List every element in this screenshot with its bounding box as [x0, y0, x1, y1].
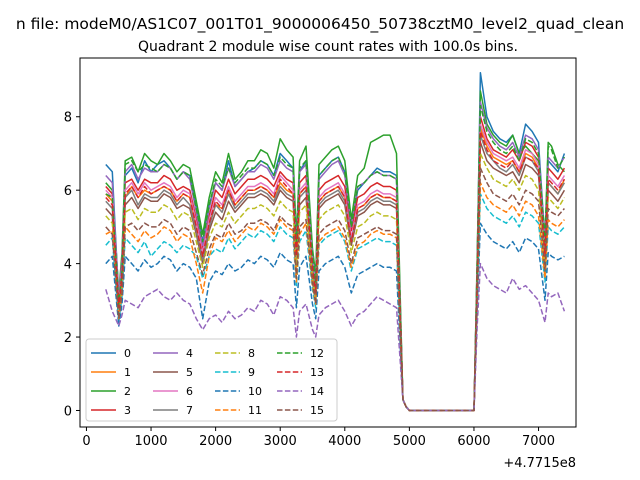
legend-label-13: 13 [310, 366, 324, 379]
x-tick-label: 1000 [134, 434, 167, 449]
series-line-6 [105, 123, 566, 412]
x-tick-label: 2000 [199, 434, 232, 449]
series-line-1 [105, 127, 566, 412]
legend-label-14: 14 [310, 385, 324, 398]
legend-label-10: 10 [248, 385, 262, 398]
series-line-15 [105, 167, 565, 412]
y-tick-label: 4 [64, 258, 72, 273]
x-tick-label: 6000 [457, 434, 490, 449]
axis-ticks: 0 1000 2000 3000 4000 5000 6000 7000 0 2 4 6 8 [64, 111, 555, 449]
legend-label-5: 5 [186, 366, 193, 379]
legend-label-11: 11 [248, 404, 262, 417]
legend-label-2: 2 [124, 385, 131, 398]
series-line-8 [105, 152, 566, 412]
series-line-14 [105, 262, 566, 412]
series-line-3 [105, 115, 566, 412]
x-tick-label: 3000 [264, 434, 297, 449]
x-tick-label: 4000 [328, 434, 361, 449]
series-line-10 [105, 222, 565, 412]
legend-label-12: 12 [310, 347, 324, 360]
y-tick-label: 8 [64, 111, 72, 126]
series-line-2 [105, 90, 565, 412]
y-tick-label: 0 [64, 404, 72, 419]
series-line-7 [105, 134, 566, 412]
x-tick-label: 5000 [393, 434, 426, 449]
figure-suptitle: n file: modeM0/AS1C07_001T01_9000006450_… [16, 15, 624, 34]
x-tick-label: 7000 [522, 434, 555, 449]
legend-box [85, 338, 338, 422]
x-offset-label: +4.7715e8 [503, 456, 576, 471]
legend-label-6: 6 [186, 385, 193, 398]
legend-label-9: 9 [248, 366, 255, 379]
series-line-12 [105, 104, 566, 412]
series-line-11 [105, 182, 565, 412]
legend-label-0: 0 [124, 347, 131, 360]
y-tick-label: 2 [64, 331, 72, 346]
legend-label-8: 8 [248, 347, 255, 360]
series-line-5 [105, 141, 566, 412]
legend-label-1: 1 [124, 366, 131, 379]
legend-label-7: 7 [186, 404, 193, 417]
series-line-9 [105, 193, 565, 412]
axes-frame [79, 57, 577, 428]
y-tick-label: 6 [64, 184, 72, 199]
chart-title: Quadrant 2 module wise count rates with … [138, 39, 518, 55]
plot-area [105, 71, 566, 412]
x-tick-label: 0 [82, 434, 90, 449]
series-line-13 [105, 130, 566, 412]
legend-label-4: 4 [186, 347, 193, 360]
legend-label-15: 15 [310, 404, 324, 417]
legend-label-3: 3 [124, 404, 131, 417]
